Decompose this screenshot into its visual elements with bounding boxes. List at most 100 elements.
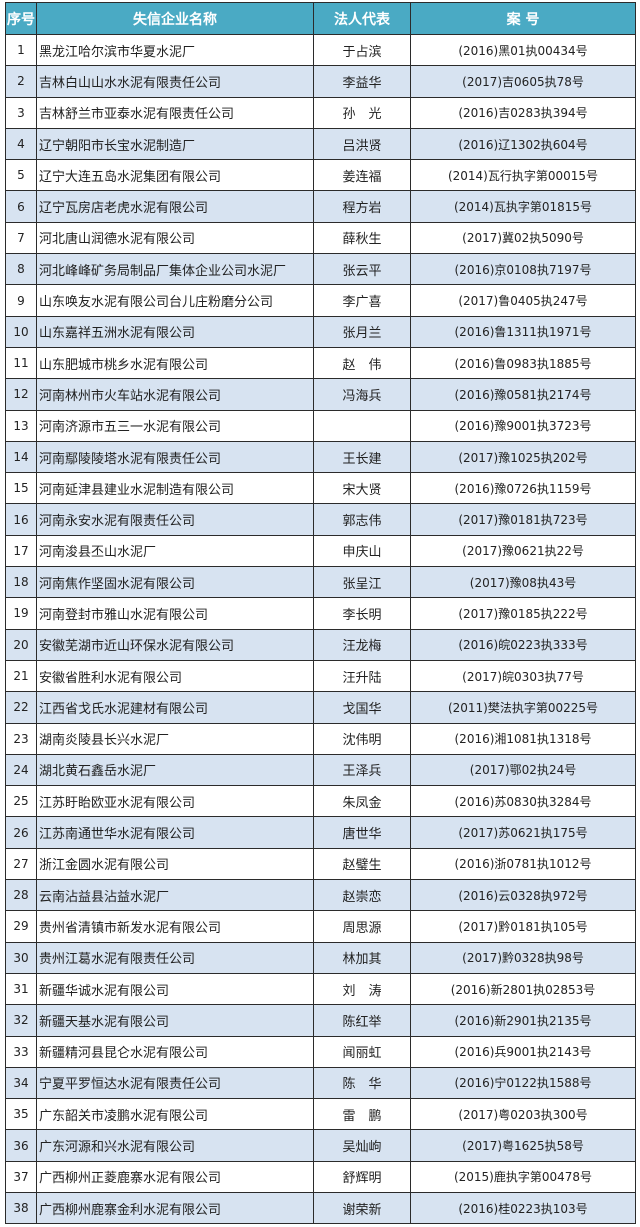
cell-company-name: 辽宁朝阳市长宝水泥制造厂 (36, 127, 314, 161)
cell-legal-rep: 姜连福 (313, 159, 411, 192)
cell-legal-rep: 舒辉明 (313, 1160, 411, 1193)
cell-company-name: 河南永安水泥有限责任公司 (36, 503, 314, 536)
cell-company-name: 河南鄢陵陵塔水泥有限责任公司 (36, 440, 314, 474)
table-row: 4 辽宁朝阳市长宝水泥制造厂 吕洪贤 (2016)辽1302执604号 (5, 127, 636, 161)
cell-legal-rep: 李长明 (313, 597, 411, 630)
cell-case-no: (2016)豫0726执1159号 (410, 472, 636, 505)
cell-legal-rep: 冯海兵 (313, 378, 411, 411)
cell-case-no: (2017)豫08执43号 (410, 566, 636, 599)
cell-case-no: (2016)辽1302执604号 (410, 127, 636, 161)
cell-company-name: 河南林州市火车站水泥有限公司 (36, 378, 314, 411)
cell-company-name: 贵州省清镇市新发水泥有限公司 (36, 910, 314, 943)
cell-no: 1 (5, 33, 37, 67)
table-body: 1 黑龙江哈尔滨市华夏水泥厂 于占滨 (2016)黑01执00434号 2 吉林白山山水水… (5, 33, 636, 1225)
cell-no: 36 (5, 1129, 37, 1162)
cell-case-no: (2017)豫1025执202号 (410, 440, 636, 474)
cell-company-name: 江苏盱眙欧亚水泥有限公司 (36, 785, 314, 818)
cell-no: 18 (5, 566, 37, 599)
cell-no: 24 (5, 753, 37, 787)
cell-no: 35 (5, 1098, 37, 1131)
cell-legal-rep: 张云平 (313, 253, 411, 286)
cell-company-name: 广西柳州正菱鹿寨水泥有限公司 (36, 1160, 314, 1193)
table-row: 19 河南登封市雅山水泥有限公司 李长明 (2017)豫0185执222号 (5, 597, 636, 630)
cell-case-no: (2017)粤0203执300号 (410, 1098, 636, 1131)
cell-case-no: (2016)豫0581执2174号 (410, 378, 636, 411)
cell-company-name: 辽宁瓦房店老虎水泥有限公司 (36, 190, 314, 223)
table-row: 14 河南鄢陵陵塔水泥有限责任公司 王长建 (2017)豫1025执202号 (5, 440, 636, 474)
cell-company-name: 安徽省胜利水泥有限公司 (36, 659, 314, 693)
cell-no: 20 (5, 628, 37, 661)
table-row: 33 新疆精河县昆仑水泥有限公司 闻丽虹 (2016)兵9001执2143号 (5, 1035, 636, 1068)
cell-no: 2 (5, 65, 37, 98)
cell-company-name: 辽宁大连五岛水泥集团有限公司 (36, 159, 314, 192)
cell-company-name: 安徽芜湖市近山环保水泥有限公司 (36, 628, 314, 661)
cell-legal-rep: 张月兰 (313, 315, 411, 348)
cell-no: 7 (5, 221, 37, 255)
table-row: 31 新疆华诚水泥有限公司刘 涛 (2016)新2801执02853号 (5, 972, 636, 1006)
table-row: 15 河南延津县建业水泥制造有限公司 宋大贤 (2016)豫0726执1159号 (5, 472, 636, 505)
cell-no: 21 (5, 659, 37, 693)
table-row: 18 河南焦作坚固水泥有限公司 张呈江 (2017)豫08执43号 (5, 566, 636, 599)
cell-no: 15 (5, 472, 37, 505)
table-row: 37 广西柳州正菱鹿寨水泥有限公司 舒辉明 (2015)鹿执字第00478号 (5, 1160, 636, 1193)
cell-legal-rep: 宋大贤 (313, 472, 411, 505)
cell-company-name: 江苏南通世华水泥有限公司 (36, 816, 314, 849)
cell-legal-rep: 张呈江 (313, 566, 411, 599)
cell-legal-rep: 闻丽虹 (313, 1035, 411, 1068)
cell-case-no: (2017)黔0328执98号 (410, 941, 636, 974)
cell-legal-rep: 于占滨 (313, 33, 411, 67)
cell-case-no: (2017)豫0185执222号 (410, 597, 636, 630)
cell-no: 19 (5, 597, 37, 630)
cell-legal-rep: 赵崇恋 (313, 879, 411, 912)
cell-case-no: (2017)鄂02执24号 (410, 753, 636, 787)
cell-case-no: (2014)瓦行执字第00015号 (410, 159, 636, 192)
cell-legal-rep: 沈伟明 (313, 722, 411, 755)
cell-legal-rep: 周思源 (313, 910, 411, 943)
cell-no: 33 (5, 1035, 37, 1068)
cell-no: 38 (5, 1191, 37, 1225)
cell-no: 27 (5, 847, 37, 881)
cell-case-no: (2011)樊法执字第00225号 (410, 691, 636, 724)
cell-case-no: (2017)鲁0405执247号 (410, 284, 636, 317)
cell-company-name: 广西柳州鹿寨金利水泥有限公司 (36, 1191, 314, 1225)
cell-case-no: (2016)兵9001执2143号 (410, 1035, 636, 1068)
cell-no: 11 (5, 346, 37, 380)
cell-no: 26 (5, 816, 37, 849)
cell-no: 31 (5, 972, 37, 1006)
cell-no: 25 (5, 785, 37, 818)
cell-no: 32 (5, 1004, 37, 1037)
cell-company-name: 黑龙江哈尔滨市华夏水泥厂 (36, 33, 314, 67)
cell-case-no: (2014)瓦执字第01815号 (410, 190, 636, 223)
cell-company-name: 广东河源和兴水泥有限公司 (36, 1129, 314, 1162)
cell-legal-rep: 林加其 (313, 941, 411, 974)
cell-legal-rep: 汪龙梅 (313, 628, 411, 661)
cell-legal-rep: 王泽兵 (313, 753, 411, 787)
cell-company-name: 河南济源市五三一水泥有限公司 (36, 409, 314, 442)
cell-no: 34 (5, 1066, 37, 1100)
table-row: 35 广东韶关市凌鹏水泥有限公司雷 鹏 (2017)粤0203执300号 (5, 1098, 636, 1131)
cell-case-no: (2016)鲁0983执1885号 (410, 346, 636, 380)
table-row: 12 河南林州市火车站水泥有限公司 冯海兵 (2016)豫0581执2174号 (5, 378, 636, 411)
cell-no: 28 (5, 879, 37, 912)
cell-no: 22 (5, 691, 37, 724)
cell-case-no: (2017)吉0605执78号 (410, 65, 636, 98)
cell-case-no: (2017)豫0621执22号 (410, 534, 636, 568)
cell-case-no: (2016)云0328执972号 (410, 879, 636, 912)
table-row: 20 安徽芜湖市近山环保水泥有限公司 汪龙梅 (2016)皖0223执333号 (5, 628, 636, 661)
cell-legal-rep: 李益华 (313, 65, 411, 98)
cell-legal-rep: 郭志伟 (313, 503, 411, 536)
table-row: 5 辽宁大连五岛水泥集团有限公司 姜连福 (2014)瓦行执字第00015号 (5, 159, 636, 192)
cell-case-no: (2016)宁0122执1588号 (410, 1066, 636, 1100)
cell-no: 14 (5, 440, 37, 474)
cell-legal-rep: 申庆山 (313, 534, 411, 568)
cell-company-name: 山东唤友水泥有限公司台儿庄粉磨分公司 (36, 284, 314, 317)
cell-no: 4 (5, 127, 37, 161)
cell-case-no: (2016)鲁1311执1971号 (410, 315, 636, 348)
header-legal-rep: 法人代表 (313, 2, 411, 35)
table-row: 7 河北唐山润德水泥有限公司 薛秋生 (2017)冀02执5090号 (5, 221, 636, 255)
table-row: 29 贵州省清镇市新发水泥有限公司 周思源 (2017)黔0181执105号 (5, 910, 636, 943)
cell-legal-rep: 赵 伟 (313, 346, 411, 380)
table-row: 17 河南浚县丕山水泥厂 申庆山 (2017)豫0621执22号 (5, 534, 636, 568)
cell-no: 23 (5, 722, 37, 755)
cell-legal-rep: 李广喜 (313, 284, 411, 317)
